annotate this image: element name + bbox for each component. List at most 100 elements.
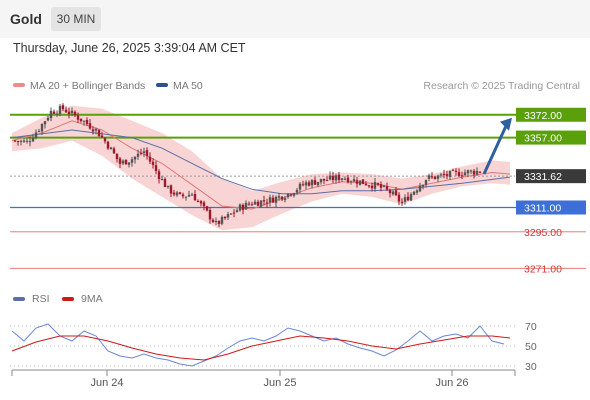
- candle-body: [172, 192, 176, 195]
- candle-body: [454, 170, 458, 172]
- candle-body: [388, 190, 392, 194]
- candle-body: [319, 178, 323, 183]
- rsi-layer: RSI 9MA 70 50 30: [10, 293, 537, 373]
- x-axis: Jun 24 Jun 25 Jun 26: [11, 369, 516, 389]
- ma9-line: [11, 335, 511, 361]
- candle-body: [304, 182, 308, 186]
- candle-body: [328, 175, 332, 180]
- candle-body: [385, 186, 389, 190]
- candle-body: [253, 201, 257, 205]
- candle-body: [280, 196, 284, 200]
- candle-body: [301, 184, 305, 186]
- candle-body: [400, 201, 404, 203]
- candle-body: [322, 178, 326, 181]
- candle-body: [43, 121, 47, 125]
- candle-body: [220, 216, 224, 224]
- candle-body: [271, 197, 275, 203]
- candle-body: [40, 123, 44, 132]
- candle-body: [295, 189, 299, 193]
- asset-title: Gold: [10, 11, 42, 27]
- candle-body: [196, 200, 200, 202]
- candle-body: [205, 206, 209, 211]
- rsi-swatch: [13, 297, 25, 301]
- candle-body: [157, 171, 161, 179]
- candle-body: [124, 159, 128, 165]
- candle-body: [358, 180, 362, 185]
- candle-body: [268, 197, 272, 203]
- candle-body: [154, 165, 158, 171]
- ma20-legend-label: MA 20 + Bollinger Bands: [30, 80, 146, 92]
- candle-body: [466, 170, 470, 174]
- ma9-legend-label: 9MA: [81, 293, 103, 305]
- candle-body: [97, 129, 101, 137]
- candle-body: [127, 162, 131, 165]
- level-label: 3311.00: [524, 203, 561, 215]
- candle-body: [37, 130, 41, 132]
- level-tag-last: [516, 169, 586, 184]
- candle-body: [163, 178, 167, 187]
- level-label: 3271.00: [524, 263, 562, 275]
- candle-body: [223, 216, 227, 219]
- candle-body: [424, 179, 428, 185]
- candle-body: [64, 109, 68, 113]
- candle-body: [352, 179, 356, 182]
- candle-body: [175, 192, 179, 196]
- candle-body: [334, 175, 338, 181]
- candle-body: [316, 181, 320, 186]
- level-label: 3331.62: [524, 171, 562, 183]
- candle-body: [412, 191, 416, 195]
- level-label: 3295.00: [524, 227, 562, 239]
- candle-body: [298, 183, 302, 190]
- candle-body: [31, 138, 35, 142]
- projection-arrowhead: [500, 117, 512, 131]
- candle-body: [457, 172, 461, 177]
- candle-body: [343, 178, 347, 180]
- x-tick-label: Jun 24: [90, 377, 123, 389]
- candle-body: [34, 132, 38, 139]
- candle-body: [307, 182, 311, 186]
- candle-body: [370, 185, 374, 189]
- candle-body: [442, 173, 446, 176]
- candle-body: [202, 202, 206, 207]
- candle-body: [367, 185, 371, 187]
- candle-body: [166, 185, 170, 187]
- candle-body: [28, 141, 32, 143]
- candle-body: [274, 196, 278, 203]
- candle-body: [415, 190, 419, 193]
- candle-body: [94, 128, 98, 131]
- candle-body: [22, 140, 26, 142]
- level-tag-target: [516, 130, 586, 145]
- candle-body: [292, 193, 296, 196]
- legend-ma20: MA 20 + Bollinger Bands: [13, 80, 145, 92]
- candle-body: [193, 194, 197, 201]
- timeframe-button[interactable]: 30 MIN: [51, 7, 101, 31]
- rsi-tick-label: 30: [525, 361, 537, 373]
- ma50-line: [11, 129, 511, 195]
- ma9-swatch: [62, 297, 74, 301]
- candle-body: [145, 150, 149, 156]
- candle-body: [16, 140, 20, 142]
- candle-body: [478, 171, 482, 173]
- candle-body: [121, 160, 125, 164]
- candle-body: [139, 152, 143, 154]
- candle-body: [373, 182, 377, 189]
- candle-body: [46, 117, 50, 121]
- candle-body: [160, 178, 164, 180]
- candle-body: [184, 196, 188, 198]
- candle-body: [244, 202, 248, 210]
- candle-body: [355, 180, 359, 184]
- x-tick-label: Jun 26: [435, 377, 468, 389]
- candle-body: [250, 204, 254, 206]
- candle-body: [397, 194, 401, 202]
- candle-body: [262, 200, 266, 202]
- candle-body: [187, 194, 191, 197]
- candle-body: [181, 194, 185, 197]
- candle-body: [79, 118, 83, 122]
- candle-body: [337, 174, 341, 181]
- candle-body: [85, 119, 89, 124]
- rsi-tick-label: 50: [525, 341, 537, 353]
- legend-ma50: MA 50: [156, 80, 203, 92]
- candle-body: [361, 179, 365, 184]
- candle-body: [136, 153, 140, 157]
